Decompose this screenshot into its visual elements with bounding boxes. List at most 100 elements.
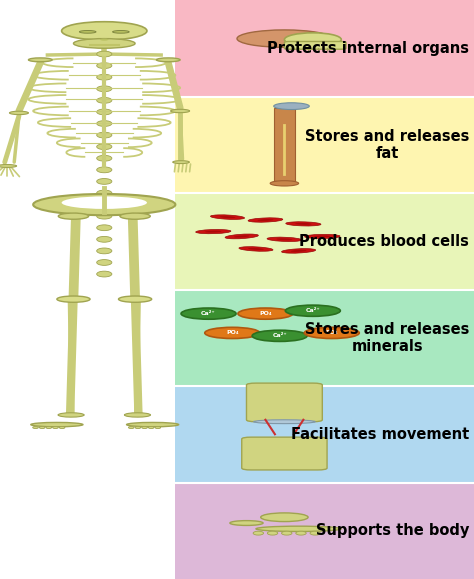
- Ellipse shape: [173, 160, 189, 163]
- Ellipse shape: [97, 86, 112, 91]
- Ellipse shape: [118, 296, 152, 302]
- Ellipse shape: [314, 236, 330, 237]
- Bar: [175, 386, 474, 482]
- Ellipse shape: [97, 74, 112, 80]
- Ellipse shape: [73, 39, 135, 48]
- Text: PO₄: PO₄: [326, 331, 338, 335]
- Circle shape: [181, 308, 236, 319]
- Ellipse shape: [248, 248, 264, 250]
- Ellipse shape: [57, 296, 90, 302]
- Text: Produces blood cells: Produces blood cells: [300, 234, 469, 249]
- Text: Stores and releases
minerals: Stores and releases minerals: [305, 321, 469, 354]
- Ellipse shape: [97, 120, 112, 126]
- Ellipse shape: [39, 426, 45, 428]
- Ellipse shape: [97, 155, 112, 161]
- Ellipse shape: [284, 33, 341, 46]
- Ellipse shape: [276, 239, 292, 240]
- Ellipse shape: [239, 247, 273, 251]
- Ellipse shape: [237, 30, 332, 47]
- Ellipse shape: [274, 103, 309, 109]
- Ellipse shape: [97, 271, 112, 277]
- Ellipse shape: [254, 420, 315, 424]
- Bar: [175, 290, 474, 386]
- Ellipse shape: [97, 63, 112, 68]
- Text: Stores and releases
fat: Stores and releases fat: [305, 129, 469, 161]
- Ellipse shape: [59, 426, 65, 428]
- Circle shape: [58, 213, 89, 219]
- Text: Supports the body: Supports the body: [316, 523, 469, 538]
- Ellipse shape: [310, 532, 320, 535]
- Ellipse shape: [97, 213, 112, 219]
- Ellipse shape: [97, 132, 112, 138]
- Ellipse shape: [253, 532, 264, 535]
- Ellipse shape: [210, 215, 245, 219]
- Ellipse shape: [97, 167, 112, 173]
- FancyBboxPatch shape: [242, 437, 327, 470]
- Ellipse shape: [97, 97, 112, 103]
- Ellipse shape: [267, 237, 302, 241]
- Ellipse shape: [53, 426, 58, 428]
- Text: PO₄: PO₄: [259, 311, 272, 316]
- Ellipse shape: [296, 532, 306, 535]
- Bar: [175, 193, 474, 290]
- Circle shape: [238, 308, 293, 319]
- Circle shape: [205, 327, 260, 339]
- Ellipse shape: [127, 423, 179, 427]
- Ellipse shape: [291, 250, 307, 252]
- Ellipse shape: [33, 194, 175, 215]
- Ellipse shape: [33, 426, 38, 428]
- Ellipse shape: [248, 218, 283, 222]
- FancyBboxPatch shape: [284, 42, 346, 49]
- Ellipse shape: [97, 248, 112, 254]
- Ellipse shape: [62, 196, 147, 209]
- Ellipse shape: [58, 413, 84, 417]
- Ellipse shape: [142, 426, 147, 428]
- Ellipse shape: [97, 236, 112, 242]
- Circle shape: [120, 213, 150, 219]
- Text: PO₄: PO₄: [226, 331, 238, 335]
- Ellipse shape: [128, 426, 134, 428]
- Bar: [175, 0, 474, 97]
- Ellipse shape: [97, 259, 112, 265]
- FancyBboxPatch shape: [246, 383, 322, 422]
- Ellipse shape: [196, 229, 231, 234]
- Ellipse shape: [28, 58, 52, 62]
- Ellipse shape: [97, 190, 112, 196]
- Ellipse shape: [0, 164, 17, 167]
- Bar: [175, 482, 474, 579]
- Ellipse shape: [257, 219, 273, 221]
- Ellipse shape: [219, 216, 236, 218]
- Ellipse shape: [171, 109, 190, 113]
- Ellipse shape: [205, 230, 221, 233]
- Ellipse shape: [124, 413, 150, 417]
- Circle shape: [285, 305, 340, 316]
- Ellipse shape: [230, 521, 263, 526]
- Ellipse shape: [97, 109, 112, 115]
- Text: Protects internal organs: Protects internal organs: [267, 41, 469, 56]
- Ellipse shape: [113, 31, 129, 33]
- Circle shape: [252, 330, 307, 342]
- Ellipse shape: [46, 426, 52, 428]
- Circle shape: [304, 327, 359, 339]
- Ellipse shape: [267, 532, 278, 535]
- Ellipse shape: [31, 423, 83, 427]
- Ellipse shape: [135, 426, 141, 428]
- Bar: [175, 97, 474, 193]
- Ellipse shape: [282, 532, 292, 535]
- Ellipse shape: [270, 181, 299, 186]
- Ellipse shape: [295, 223, 311, 225]
- Ellipse shape: [9, 111, 28, 115]
- Ellipse shape: [97, 51, 112, 57]
- Text: Facilitates movement: Facilitates movement: [291, 427, 469, 442]
- Ellipse shape: [62, 21, 147, 40]
- Ellipse shape: [256, 526, 341, 532]
- Ellipse shape: [97, 144, 112, 149]
- Ellipse shape: [261, 513, 308, 522]
- Ellipse shape: [97, 178, 112, 184]
- Ellipse shape: [97, 201, 112, 207]
- Text: Ca²⁺: Ca²⁺: [306, 308, 320, 313]
- Ellipse shape: [305, 234, 340, 239]
- Text: Ca²⁺: Ca²⁺: [273, 334, 287, 338]
- Ellipse shape: [225, 234, 258, 239]
- Ellipse shape: [282, 248, 316, 253]
